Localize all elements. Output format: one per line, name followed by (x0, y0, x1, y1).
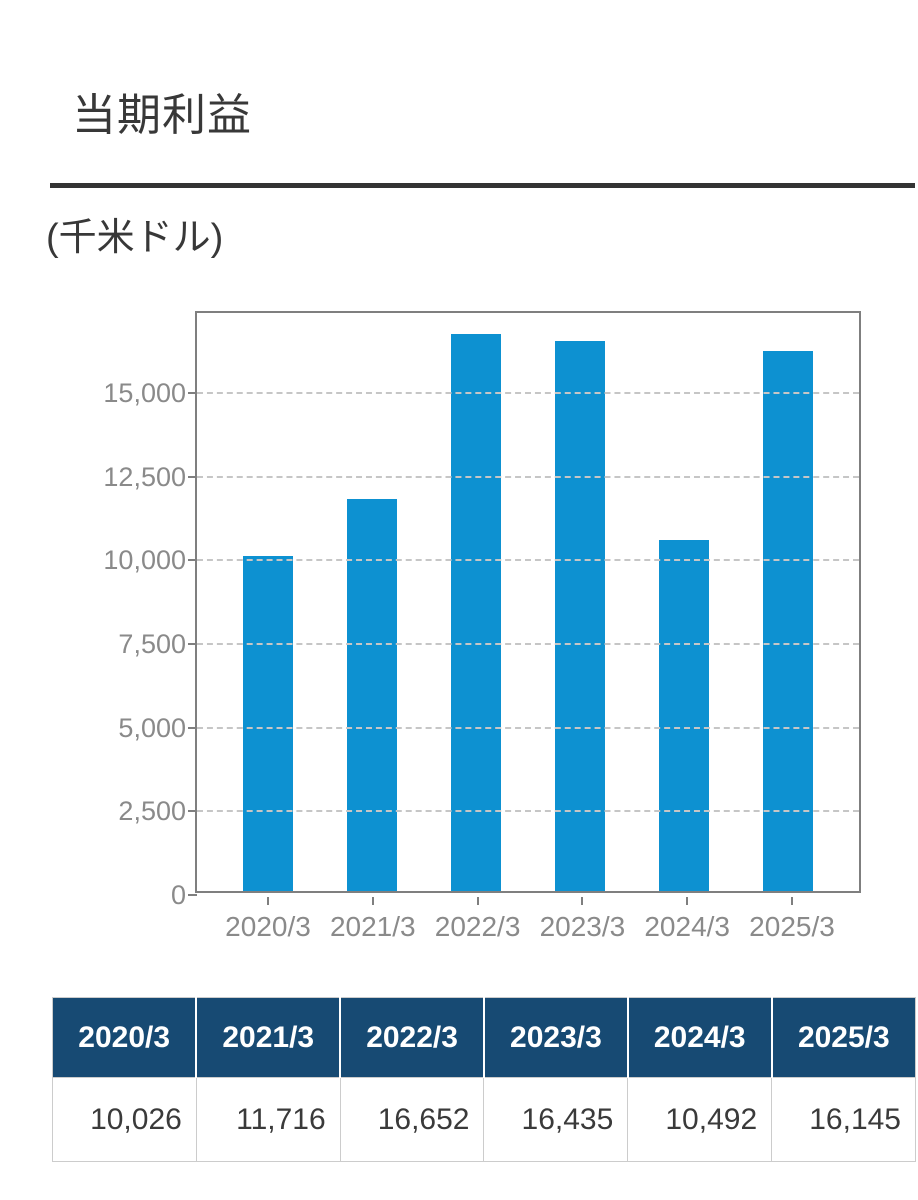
x-axis-label: 2021/3 (329, 911, 416, 942)
y-axis-label: 15,000 (103, 378, 186, 408)
bar-2022-3 (451, 333, 501, 891)
gridline (197, 559, 859, 562)
x-axis-label: 2023/3 (539, 911, 626, 942)
page-title: 当期利益 (72, 91, 252, 140)
y-axis-tick (188, 726, 197, 729)
table-value-cell: 16,435 (483, 1077, 629, 1162)
y-axis-label: 12,500 (103, 461, 186, 492)
y-axis-label: 7,500 (118, 629, 186, 659)
gridline (197, 810, 859, 813)
y-axis-tick (188, 392, 197, 394)
table-header-row: 2020/3 2021/3 2022/3 2023/3 2024/3 2025/… (52, 997, 916, 1078)
gridline (197, 726, 859, 729)
bar-2024-3 (659, 539, 709, 891)
y-axis-tick (188, 643, 197, 645)
bar-track (197, 313, 859, 891)
x-axis-label: 2022/3 (434, 911, 521, 942)
x-axis-label: 2024/3 (644, 911, 730, 942)
table-value-cell: 11,716 (195, 1077, 341, 1162)
y-axis-label: 5,000 (118, 712, 186, 743)
table-value-cell: 10,492 (627, 1077, 773, 1162)
table-value-cell: 16,652 (339, 1077, 485, 1162)
x-axis-tick (267, 897, 269, 905)
bar-2020-3 (243, 555, 293, 891)
x-axis-tick (476, 897, 479, 905)
table-header-cell: 2020/3 (52, 997, 198, 1078)
y-axis-tick (188, 475, 197, 478)
table-header-cell: 2023/3 (483, 997, 629, 1078)
y-axis-tick (188, 559, 197, 562)
table-value-cell: 16,145 (771, 1077, 916, 1162)
y-axis-tick (188, 894, 197, 896)
y-axis-label: 10,000 (103, 545, 186, 576)
bar-2023-3 (555, 341, 605, 891)
unit-label: (千米ドル) (46, 217, 224, 259)
x-axis-tick (581, 897, 584, 905)
table-header-cell: 2022/3 (340, 997, 485, 1078)
title-divider (50, 183, 915, 188)
values-table: 2020/3 2021/3 2022/3 2023/3 2024/3 2025/… (52, 997, 916, 1162)
bar-2025-3 (763, 350, 813, 891)
bar-chart-plot-area (195, 311, 861, 893)
bar-2021-3 (347, 498, 397, 891)
x-axis-label: 2025/3 (749, 911, 835, 942)
gridline (197, 475, 859, 478)
gridline (197, 392, 859, 394)
table-header-cell: 2021/3 (196, 997, 342, 1078)
table-header-cell: 2024/3 (627, 997, 773, 1078)
x-axis-tick (791, 897, 793, 905)
y-axis-label: 2,500 (118, 796, 186, 827)
x-axis-tick (686, 897, 689, 905)
table-value-cell: 10,026 (52, 1077, 197, 1162)
y-axis-tick (188, 810, 197, 813)
y-axis-label: 0 (170, 880, 186, 910)
table-value-row: 10,026 11,716 16,652 16,435 10,492 16,14… (52, 1077, 916, 1162)
gridline (197, 643, 859, 645)
x-axis-label: 2020/3 (225, 911, 311, 942)
x-axis-tick (371, 897, 374, 905)
table-header-cell: 2025/3 (771, 997, 916, 1078)
